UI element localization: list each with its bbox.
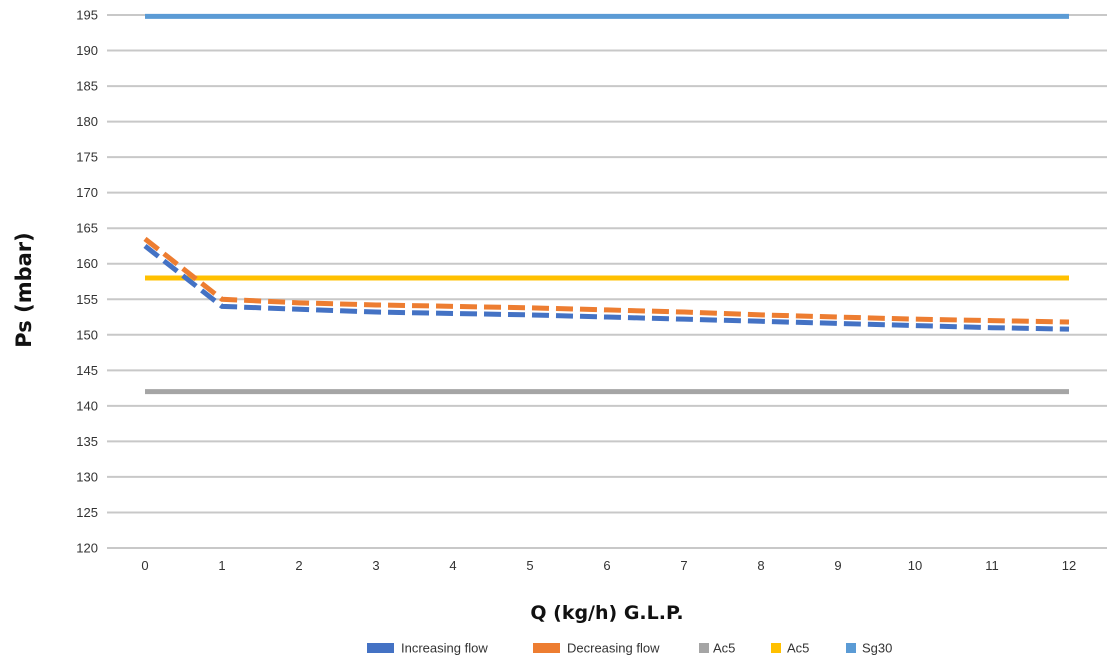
y-tick-label: 145	[76, 363, 98, 378]
legend-label: Ac5	[787, 641, 809, 656]
legend-label: Sg30	[862, 641, 892, 656]
legend-swatch	[771, 643, 781, 653]
series-line	[143, 236, 1070, 325]
y-tick-label: 125	[76, 505, 98, 520]
legend-label: Decreasing flow	[567, 641, 660, 656]
legend-swatch	[533, 643, 560, 653]
x-tick-label: 8	[757, 558, 764, 573]
legend-swatch	[846, 643, 856, 653]
x-tick-label: 1	[218, 558, 225, 573]
x-tick-label: 5	[526, 558, 533, 573]
y-tick-label: 135	[76, 434, 98, 449]
series-line	[143, 243, 1070, 332]
legend: Increasing flow Decreasing flow Ac5 Ac5 Sg30	[367, 641, 892, 656]
legend-swatch	[367, 643, 394, 653]
y-tick-label: 140	[76, 398, 98, 413]
x-tick-label: 7	[680, 558, 687, 573]
legend-label: Increasing flow	[401, 641, 488, 656]
x-tick-label: 6	[603, 558, 610, 573]
y-tick-label: 170	[76, 185, 98, 200]
x-tick-label: 3	[372, 558, 379, 573]
series-lines	[143, 13, 1070, 395]
x-tick-label: 4	[449, 558, 456, 573]
x-tick-label: 12	[1062, 558, 1076, 573]
y-tick-label: 195	[76, 8, 98, 23]
x-tick-label: 11	[985, 558, 999, 573]
legend-label: Ac5	[713, 641, 735, 656]
y-axis-label: Ps (mbar)	[12, 232, 36, 347]
x-tick-label: 0	[141, 558, 148, 573]
y-tick-label: 130	[76, 469, 98, 484]
gridlines	[107, 14, 1107, 549]
x-tick-label: 2	[295, 558, 302, 573]
y-tick-label: 190	[76, 43, 98, 58]
x-axis-label: Q (kg/h) G.L.P.	[530, 602, 683, 624]
y-tick-label: 175	[76, 150, 98, 165]
y-tick-label: 185	[76, 79, 98, 94]
y-axis-ticks: 120 125 130 135 140 145 150 155 160 165 170 175 180 1…	[76, 8, 98, 556]
y-tick-label: 180	[76, 114, 98, 129]
x-tick-label: 10	[908, 558, 922, 573]
y-tick-label: 160	[76, 256, 98, 271]
x-tick-label: 9	[834, 558, 841, 573]
y-tick-label: 165	[76, 221, 98, 236]
legend-swatch	[699, 643, 709, 653]
y-tick-label: 120	[76, 541, 98, 556]
y-tick-label: 150	[76, 327, 98, 342]
y-tick-label: 155	[76, 292, 98, 307]
x-axis-ticks: 0 1 2 3 4 5 6 7 8 9 10 11 12	[141, 558, 1076, 573]
